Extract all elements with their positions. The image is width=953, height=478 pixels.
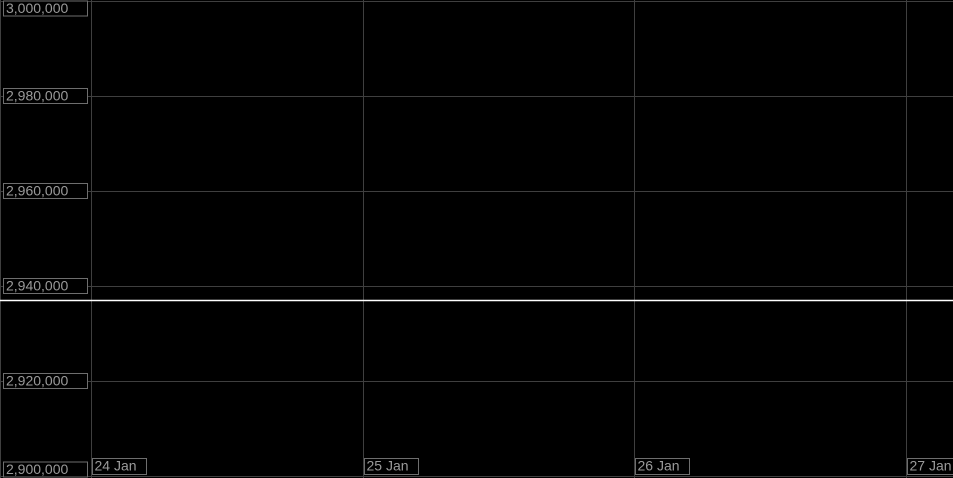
y-tick-box xyxy=(3,461,88,478)
x-tick-label: 25 Jan xyxy=(367,458,409,474)
y-tick-box xyxy=(3,183,88,199)
x-tick-box xyxy=(635,458,690,475)
x-tick-box xyxy=(364,458,419,475)
y-tick-label: 2,940,000 xyxy=(6,278,68,294)
y-tick-box xyxy=(3,373,88,389)
y-tick-label: 2,980,000 xyxy=(6,88,68,104)
x-tick-label: 26 Jan xyxy=(638,458,680,474)
y-tick-label: 2,900,000 xyxy=(6,461,68,477)
x-tick-label: 27 Jan xyxy=(910,458,952,474)
y-tick-box xyxy=(3,278,88,294)
y-tick-label: 3,000,000 xyxy=(6,0,68,16)
y-tick-label: 2,960,000 xyxy=(6,183,68,199)
x-tick-box xyxy=(92,458,147,475)
x-tick-box xyxy=(907,458,953,475)
y-tick-label: 2,920,000 xyxy=(6,373,68,389)
y-tick-box xyxy=(3,0,88,17)
x-tick-label: 24 Jan xyxy=(95,458,137,474)
y-tick-box xyxy=(3,88,88,104)
